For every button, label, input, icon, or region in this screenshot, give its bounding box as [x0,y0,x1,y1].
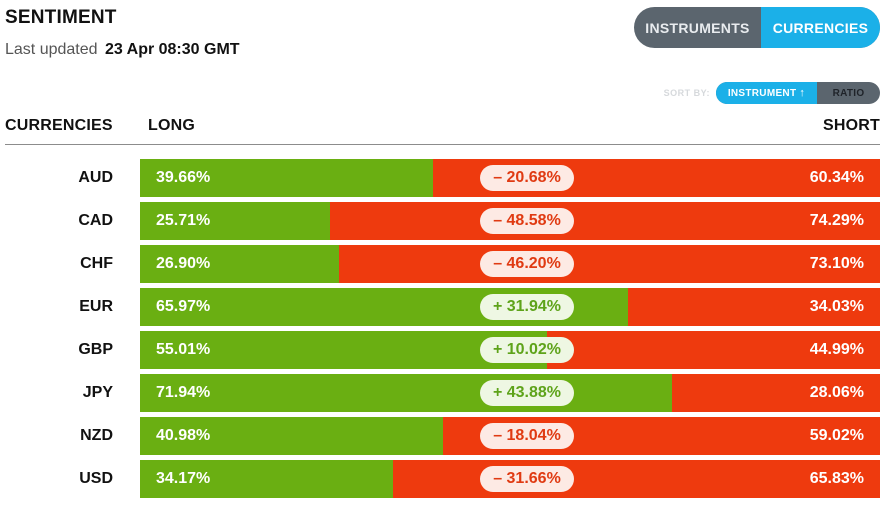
long-percent: 34.17% [156,470,211,487]
currency-label: AUD [78,169,113,186]
short-percent: 65.83% [809,470,864,487]
short-percent: 60.34% [809,169,864,186]
column-header-long: LONG [148,117,196,134]
sort-instrument-button[interactable]: INSTRUMENT ↑ [716,82,817,104]
sentiment-bar: 55.01% + 10.02% 44.99% [140,331,880,369]
tab-currencies[interactable]: CURRENCIES [761,7,880,48]
currency-row-gbp[interactable]: GBP 55.01% + 10.02% 44.99% [0,331,891,374]
long-percent: 39.66% [156,169,211,186]
net-ratio-badge: – 18.04% [480,423,574,449]
sort-by-label: SORT BY: [663,88,710,98]
long-fill [140,245,340,283]
short-percent: 59.02% [809,427,864,444]
currency-row-usd[interactable]: USD 34.17% – 31.66% 65.83% [0,460,891,503]
sentiment-list: AUD 39.66% – 20.68% 60.34% CAD 25.71% – 48.58%… [0,159,891,503]
long-percent: 26.90% [156,255,211,272]
long-fill [140,159,434,197]
last-updated-timestamp: 23 Apr 08:30 GMT [104,41,240,58]
sort-instrument-label: INSTRUMENT [727,87,797,99]
long-percent: 71.94% [156,384,211,401]
currency-label: NZD [80,427,113,444]
column-header-currencies: CURRENCIES [5,117,113,134]
header-divider [5,144,880,145]
last-updated-label: Last updated [5,41,98,58]
currency-label: USD [79,470,113,487]
sort-toggle: INSTRUMENT ↑ RATIO [716,82,880,104]
short-percent: 34.03% [809,298,864,315]
net-ratio-badge: – 20.68% [480,165,574,191]
net-ratio-badge: + 43.88% [480,380,574,406]
net-ratio-badge: + 31.94% [480,294,574,320]
net-ratio-badge: + 10.02% [480,337,574,363]
long-fill [140,331,548,369]
currency-row-aud[interactable]: AUD 39.66% – 20.68% 60.34% [0,159,891,202]
sentiment-bar: 71.94% + 43.88% 28.06% [140,374,880,412]
currency-row-nzd[interactable]: NZD 40.98% – 18.04% 59.02% [0,417,891,460]
currency-label: CHF [80,255,113,272]
long-percent: 55.01% [156,341,211,358]
sentiment-bar: 25.71% – 48.58% 74.29% [140,202,880,240]
long-fill [140,417,444,455]
column-header-short: SHORT [823,117,880,134]
net-ratio-badge: – 46.20% [480,251,574,277]
long-percent: 65.97% [156,298,211,315]
tab-instruments[interactable]: INSTRUMENTS [645,19,750,36]
short-percent: 28.06% [809,384,864,401]
page-title: SENTIMENT [5,7,117,28]
sentiment-bar: 39.66% – 20.68% 60.34% [140,159,880,197]
sort-arrow-up-icon: ↑ [799,87,806,99]
sentiment-bar: 34.17% – 31.66% 65.83% [140,460,880,498]
sort-bar: SORT BY: INSTRUMENT ↑ RATIO [664,82,880,104]
currency-row-eur[interactable]: EUR 65.97% + 31.94% 34.03% [0,288,891,331]
long-fill [140,374,673,412]
long-percent: 40.98% [156,427,211,444]
currency-row-cad[interactable]: CAD 25.71% – 48.58% 74.29% [0,202,891,245]
sort-ratio-button[interactable]: RATIO [832,87,865,99]
sentiment-bar: 65.97% + 31.94% 34.03% [140,288,880,326]
long-fill [140,460,393,498]
currency-label: JPY [82,384,113,401]
currency-row-chf[interactable]: CHF 26.90% – 46.20% 73.10% [0,245,891,288]
long-percent: 25.71% [156,212,211,229]
currency-label: GBP [78,341,113,358]
view-toggle: INSTRUMENTS CURRENCIES [634,7,880,48]
currency-label: EUR [79,298,113,315]
net-ratio-badge: – 31.66% [480,466,574,492]
currency-row-jpy[interactable]: JPY 71.94% + 43.88% 28.06% [0,374,891,417]
short-percent: 74.29% [809,212,864,229]
currency-label: CAD [78,212,113,229]
long-fill [140,202,331,240]
sentiment-bar: 26.90% – 46.20% 73.10% [140,245,880,283]
sentiment-bar: 40.98% – 18.04% 59.02% [140,417,880,455]
short-percent: 44.99% [809,341,864,358]
net-ratio-badge: – 48.58% [480,208,574,234]
short-percent: 73.10% [809,255,864,272]
last-updated: Last updated 23 Apr 08:30 GMT [5,41,240,59]
